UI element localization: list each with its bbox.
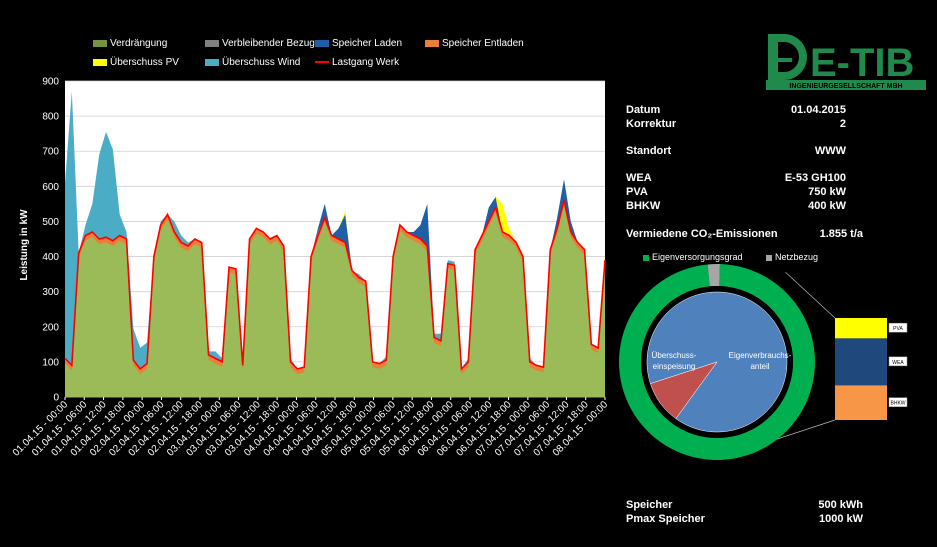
legend-swatch [315,39,329,47]
legend-ueberschuss-wind: Überschuss Wind [205,57,300,68]
legend-label: Überschuss PV [110,57,179,68]
area-verdraengung [65,205,605,397]
y-tick-label: 300 [42,287,59,298]
load-profile-chart: Leistung in kW 0 100 200 300 400 500 600 700 800… [11,77,611,459]
stack-label-box [888,397,908,407]
legend-ueberschuss-pv: Überschuss PV [93,57,179,68]
legend-verbleibender-bezug: Verbleibender Bezug [205,38,315,49]
wea-label: WEA [626,172,652,184]
pie-labels: Eigenverbrauchs-anteil Überschuss-einspei… [652,351,792,371]
pie-outer-slice [707,264,720,287]
legend-label: Lastgang Werk [332,57,400,68]
speicher-value: 500 kWh [818,499,863,511]
legend-swatch [315,61,329,64]
bhkw-value: 400 kW [808,200,846,212]
pie-slice-label: einspeisung [653,362,696,371]
legend-swatch [93,39,107,47]
y-axis-ticks: 0 100 200 300 400 500 600 700 800 900 [42,77,59,404]
speicher-label: Speicher [626,499,673,511]
y-tick-label: 100 [42,357,59,368]
pva-label: PVA [626,186,648,198]
pie-inner-slice [650,361,718,419]
korrektur-value: 2 [839,118,846,130]
source-stacked-bar: PVA WEA BHKW [835,318,908,420]
stack-segment-pva [835,318,887,339]
y-tick-label: 0 [53,393,59,404]
legend-label: Speicher Entladen [442,38,524,49]
legend-label: Überschuss Wind [222,57,301,68]
legend-swatch [643,254,649,261]
legend-netzbezug: Netzbezug [766,252,818,262]
y-tick-label: 500 [42,217,59,228]
chart-series [64,91,606,397]
self-supply-pie-chart: Eigenverbrauchs-anteil Überschuss-einspei… [619,264,908,460]
datum-label: Datum [626,104,661,116]
pmax-value: 1000 kW [818,513,863,525]
line-lastgang-werk [64,200,606,371]
stack-label-box [888,356,908,367]
standort-label: Standort [626,145,672,157]
standort-value: WWW [814,145,846,157]
stack-segment-wea [835,338,887,386]
y-tick-label: 400 [42,252,59,263]
y-axis-label: Leistung in kW [19,209,30,281]
logo-name: E-TIB [810,41,914,85]
legend-swatch [205,58,219,66]
legend-speicher-entladen: Speicher Entladen [425,38,524,49]
legend-label: Eigenversorgungsgrad [652,252,743,262]
legend-label: Verbleibender Bezug [222,38,315,49]
y-tick-label: 800 [42,112,59,123]
connector-line [785,272,836,319]
y-tick-label: 600 [42,182,59,193]
pva-value: 750 kW [808,186,846,198]
logo-d-shape [768,34,807,80]
datum-value: 01.04.2015 [790,104,846,116]
pie-inner [641,286,793,438]
legend-label: Speicher Laden [332,38,403,49]
legend-swatch [205,39,219,47]
pie-outer-ring [619,264,815,460]
logo-band [766,80,926,90]
legend-speicher-laden: Speicher Laden [315,38,402,49]
stack-label: WEA [892,360,904,366]
legend-verdraengung: Verdrängung [93,38,167,49]
stack-label: BHKW [891,401,906,407]
pie-slice-label: Eigenverbrauchs- [729,351,792,360]
korrektur-label: Korrektur [626,118,677,130]
wea-value: E-53 GH100 [784,172,846,184]
stack-label: PVA [893,326,903,332]
co2-label: Vermiedene CO₂-Emissionen [626,228,778,240]
logo-subtitle: INGENIEURGESELLSCHAFT MBH [789,83,902,90]
pmax-label: Pmax Speicher [626,513,705,525]
pie-slice-label: anteil [750,362,769,371]
stack-label-box [888,322,908,333]
legend-swatch [93,58,107,66]
legend-label: Netzbezug [775,252,819,262]
pie-slice-label: Überschuss- [652,351,697,360]
legend-lastgang-werk: Lastgang Werk [315,57,399,68]
legend-swatch [766,254,772,261]
bhkw-label: BHKW [626,200,661,212]
y-tick-label: 700 [42,147,59,158]
y-tick-label: 900 [42,77,59,88]
legend-label: Verdrängung [110,38,168,49]
y-tick-label: 200 [42,322,59,333]
etib-logo: E-TIB INGENIEURGESELLSCHAFT MBH [766,34,926,90]
legend-swatch [425,39,439,47]
legend-eigenversorgungsgrad: Eigenversorgungsgrad [643,252,743,262]
logo-bar [770,58,792,62]
co2-value: 1.855 t/a [819,228,863,240]
stack-segment-bhkw [835,385,887,420]
